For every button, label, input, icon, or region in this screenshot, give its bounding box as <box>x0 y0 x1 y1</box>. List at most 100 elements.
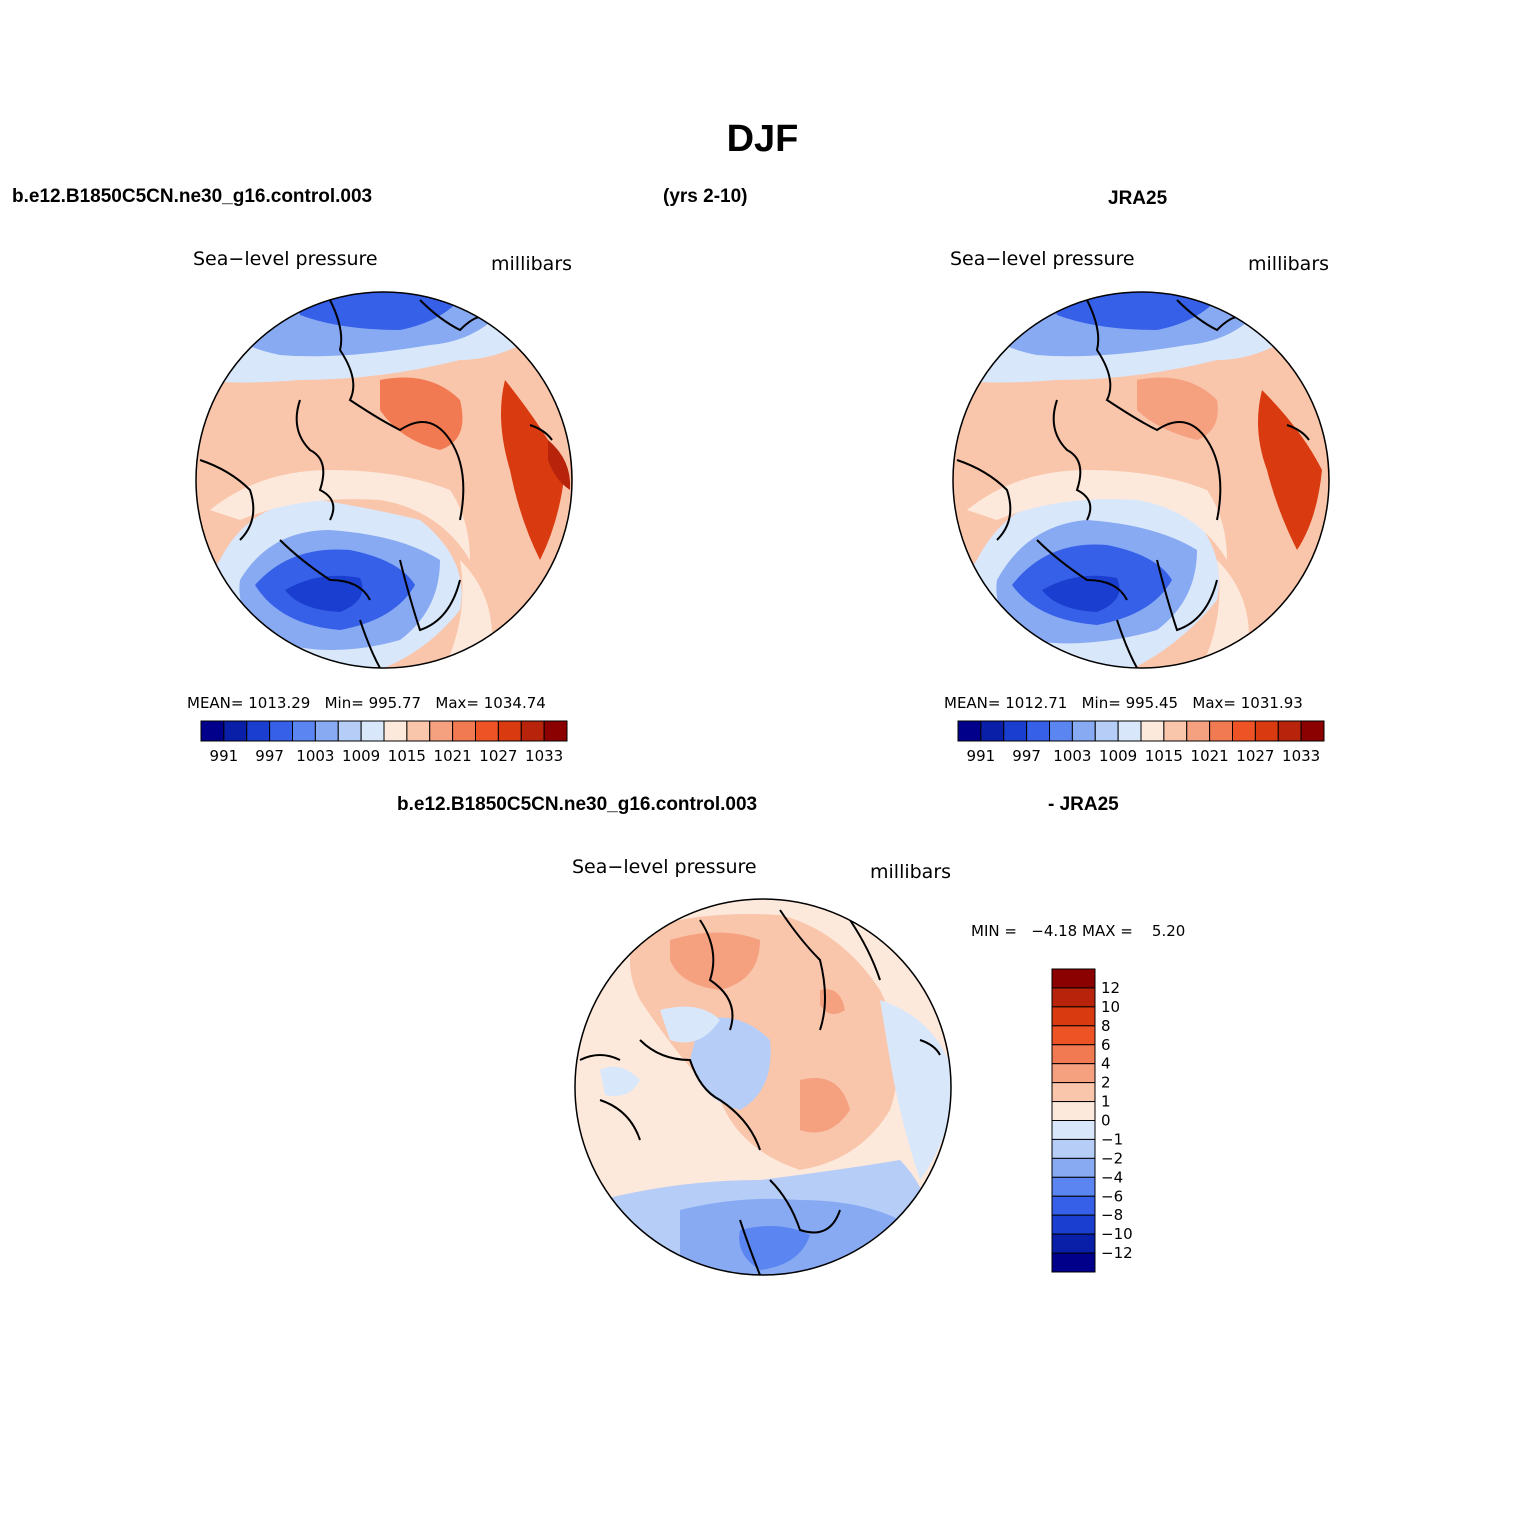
right-colorbar-swatch <box>1209 720 1233 742</box>
diff-colorbar-label: 6 <box>1101 1036 1111 1054</box>
right-colorbar-swatch <box>1140 720 1165 742</box>
diff-colorbar-label: −8 <box>1101 1206 1123 1224</box>
right-colorbar-swatch <box>980 720 1005 742</box>
right-colorbar-swatch <box>1117 720 1142 742</box>
diff-colorbar-label: 0 <box>1101 1112 1111 1130</box>
right-colorbar-swatch <box>1071 720 1096 742</box>
diff-units-label: millibars <box>870 861 952 883</box>
diff-colorbar-swatch <box>1051 1252 1096 1273</box>
diff-colorbar-swatch <box>1051 1025 1096 1046</box>
right-variable-label: Sea−level pressure <box>950 248 1135 270</box>
right-colorbar-label: 1003 <box>1053 747 1091 765</box>
right-colorbar-swatch <box>1049 720 1073 742</box>
left-colorbar-swatch <box>246 720 271 742</box>
right-mean-value: 1012.71 <box>1005 694 1068 712</box>
diff-colorbar-swatch <box>1051 1101 1096 1121</box>
left-max-label: Max= <box>435 694 479 712</box>
diff-colorbar-swatch <box>1051 1233 1096 1254</box>
left-colorbar-label: 1009 <box>342 747 380 765</box>
right-colorbar-swatch <box>1003 720 1028 742</box>
diff-colorbar-swatch <box>1051 1006 1096 1027</box>
right-colorbar-label: 1027 <box>1236 747 1274 765</box>
left-colorbar-label: 1015 <box>388 747 426 765</box>
diff-colorbar-label: 1 <box>1101 1093 1111 1111</box>
right-mean-label: MEAN= <box>944 694 1001 712</box>
left-colorbar-swatch <box>200 720 225 742</box>
left-colorbar-label: 997 <box>255 747 284 765</box>
diff-obs-header: - JRA25 <box>1048 794 1119 815</box>
diff-max-label: MAX = <box>1082 922 1133 940</box>
left-colorbar: 991 997 1003 1009 1015 1021 1027 1033 <box>200 720 568 765</box>
diff-colorbar-swatch <box>1051 1044 1096 1065</box>
diff-colorbar-label: −1 <box>1101 1130 1123 1148</box>
diff-colorbar-label: 12 <box>1101 979 1120 997</box>
diff-colorbar-swatch <box>1051 1176 1096 1197</box>
diff-colorbar-swatch <box>1051 968 1096 989</box>
left-colorbar-swatch <box>452 720 476 742</box>
left-colorbar-swatch <box>360 720 385 742</box>
diff-colorbar-swatch <box>1051 1214 1096 1235</box>
right-polar-map <box>953 292 1329 668</box>
obs-name-header: JRA25 <box>1108 188 1168 209</box>
right-colorbar-swatch <box>1277 720 1302 742</box>
left-colorbar-swatch <box>223 720 248 742</box>
years-header: (yrs 2-10) <box>663 186 748 207</box>
diff-colorbar-label: 8 <box>1101 1017 1111 1035</box>
right-colorbar-swatch <box>1094 720 1119 742</box>
left-colorbar-swatch <box>337 720 362 742</box>
right-colorbar-swatch <box>1254 720 1279 742</box>
right-colorbar-swatch <box>1232 720 1256 742</box>
diff-polar-map <box>575 899 951 1275</box>
right-min-value: 995.45 <box>1125 694 1179 712</box>
left-min-label: Min= <box>324 694 364 712</box>
right-colorbar-label: 991 <box>967 747 996 765</box>
diff-colorbar-label: 2 <box>1101 1074 1111 1092</box>
left-colorbar-swatch <box>429 720 454 742</box>
right-max-value: 1031.93 <box>1240 694 1303 712</box>
season-title: DJF <box>726 118 799 160</box>
left-colorbar-swatch <box>292 720 316 742</box>
right-colorbar-swatch <box>1163 720 1188 742</box>
diff-colorbar-swatch <box>1051 1082 1096 1103</box>
right-stats: MEAN= 1012.71 Min= 995.45 Max= 1031.93 <box>944 694 1303 712</box>
diff-colorbar-swatch <box>1051 1120 1096 1140</box>
right-min-label: Min= <box>1081 694 1121 712</box>
right-colorbar: 991 997 1003 1009 1015 1021 1027 1033 <box>957 720 1325 765</box>
left-min-value: 995.77 <box>368 694 422 712</box>
left-max-value: 1034.74 <box>483 694 546 712</box>
diff-colorbar-label: −10 <box>1101 1225 1133 1243</box>
right-units-label: millibars <box>1248 253 1330 275</box>
left-colorbar-swatch <box>520 720 545 742</box>
left-polar-map <box>196 292 572 668</box>
left-stats: MEAN= 1013.29 Min= 995.77 Max= 1034.74 <box>187 694 546 712</box>
left-colorbar-label: 1027 <box>479 747 517 765</box>
diff-colorbar-swatch <box>1051 987 1096 1008</box>
diff-min-value: −4.18 <box>1031 922 1078 940</box>
left-colorbar-swatch <box>497 720 522 742</box>
diff-colorbar-swatch <box>1051 1195 1096 1216</box>
diff-colorbar-label: −2 <box>1101 1149 1123 1167</box>
diff-map-border <box>574 898 952 1276</box>
left-variable-label: Sea−level pressure <box>193 248 378 270</box>
left-colorbar-label: 1033 <box>525 747 563 765</box>
left-colorbar-label: 1003 <box>296 747 334 765</box>
diff-colorbar-label: −4 <box>1101 1168 1123 1186</box>
diff-minmax: MIN = −4.18 MAX = 5.20 <box>971 922 1185 940</box>
diff-colorbar-swatch <box>1051 1157 1096 1178</box>
left-units-label: millibars <box>491 253 573 275</box>
right-colorbar-label: 997 <box>1012 747 1041 765</box>
diff-max-value: 5.20 <box>1151 922 1186 940</box>
left-colorbar-swatch <box>314 720 339 742</box>
left-map-border <box>195 291 573 669</box>
left-colorbar-swatch <box>383 720 408 742</box>
diff-colorbar-swatch <box>1051 1138 1096 1159</box>
left-colorbar-label: 991 <box>210 747 239 765</box>
diff-colorbar-label: −12 <box>1101 1244 1133 1262</box>
case-name-header: b.e12.B1850C5CN.ne30_g16.control.003 <box>12 186 373 207</box>
right-colorbar-label: 1009 <box>1099 747 1137 765</box>
right-colorbar-swatch <box>1186 720 1211 742</box>
right-colorbar-swatch <box>957 720 982 742</box>
diff-case-header: b.e12.B1850C5CN.ne30_g16.control.003 <box>397 794 758 815</box>
right-colorbar-swatch <box>1026 720 1050 742</box>
